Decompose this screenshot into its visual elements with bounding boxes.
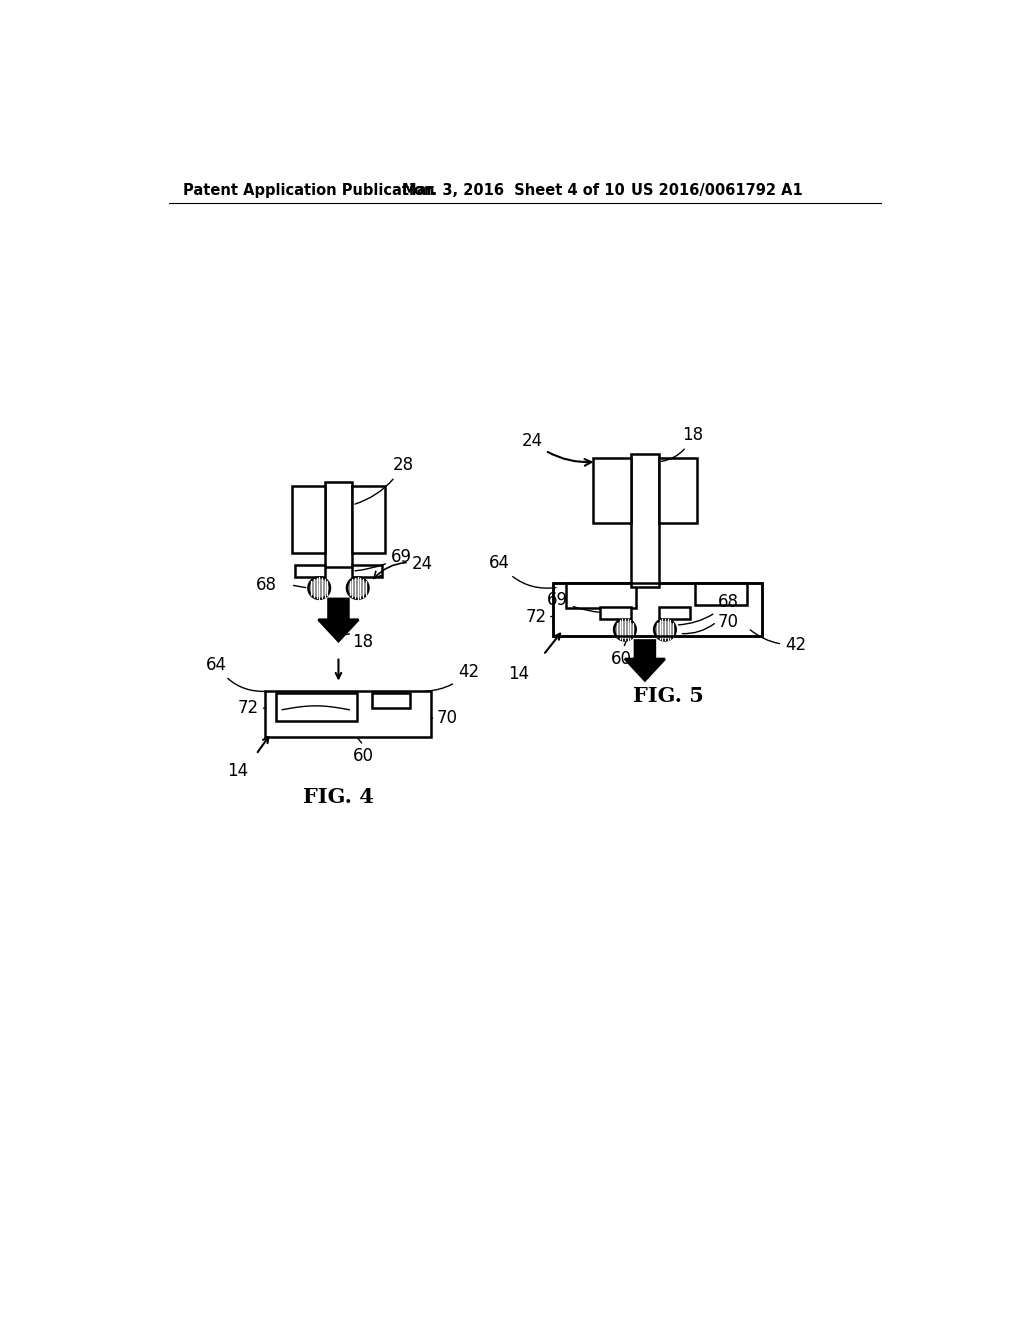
Text: 18: 18 <box>352 634 374 652</box>
Bar <box>658 458 697 524</box>
Bar <box>631 454 658 587</box>
Text: 42: 42 <box>426 664 479 692</box>
Text: 70: 70 <box>437 709 458 727</box>
Text: 24: 24 <box>521 433 591 466</box>
Text: 14: 14 <box>508 665 529 682</box>
Text: 60: 60 <box>611 649 632 668</box>
Text: 64: 64 <box>206 656 266 692</box>
Bar <box>372 693 410 708</box>
Bar <box>276 693 357 721</box>
Text: 70: 70 <box>718 612 739 631</box>
Bar <box>325 482 352 566</box>
Text: 18: 18 <box>662 426 703 462</box>
Text: 64: 64 <box>489 554 556 589</box>
Bar <box>695 583 748 605</box>
Text: 60: 60 <box>353 747 374 764</box>
Text: 24: 24 <box>374 554 433 578</box>
Circle shape <box>614 619 636 640</box>
Text: 68: 68 <box>679 593 739 624</box>
Bar <box>295 565 325 577</box>
Bar <box>593 458 631 524</box>
Bar <box>292 486 325 553</box>
Text: Patent Application Publication: Patent Application Publication <box>183 183 434 198</box>
Circle shape <box>654 619 676 640</box>
Text: 14: 14 <box>227 762 249 780</box>
Bar <box>566 583 636 609</box>
Bar <box>553 583 762 636</box>
Text: 69: 69 <box>355 548 412 570</box>
Bar <box>658 607 689 619</box>
Bar <box>600 607 631 619</box>
Bar <box>553 583 762 636</box>
Text: 42: 42 <box>751 630 806 653</box>
Circle shape <box>347 577 369 599</box>
Bar <box>265 692 431 738</box>
Bar <box>352 486 385 553</box>
FancyArrow shape <box>625 640 665 681</box>
Bar <box>352 565 382 577</box>
Text: FIG. 5: FIG. 5 <box>633 686 703 706</box>
Text: 68: 68 <box>256 576 276 594</box>
Text: Mar. 3, 2016  Sheet 4 of 10: Mar. 3, 2016 Sheet 4 of 10 <box>401 183 625 198</box>
Text: 28: 28 <box>355 457 414 504</box>
Text: 72: 72 <box>525 607 547 626</box>
Circle shape <box>308 577 330 599</box>
Text: US 2016/0061792 A1: US 2016/0061792 A1 <box>631 183 803 198</box>
FancyArrow shape <box>318 599 358 642</box>
Text: FIG. 4: FIG. 4 <box>303 788 374 808</box>
Text: 72: 72 <box>238 700 259 717</box>
Text: 69: 69 <box>547 591 601 612</box>
